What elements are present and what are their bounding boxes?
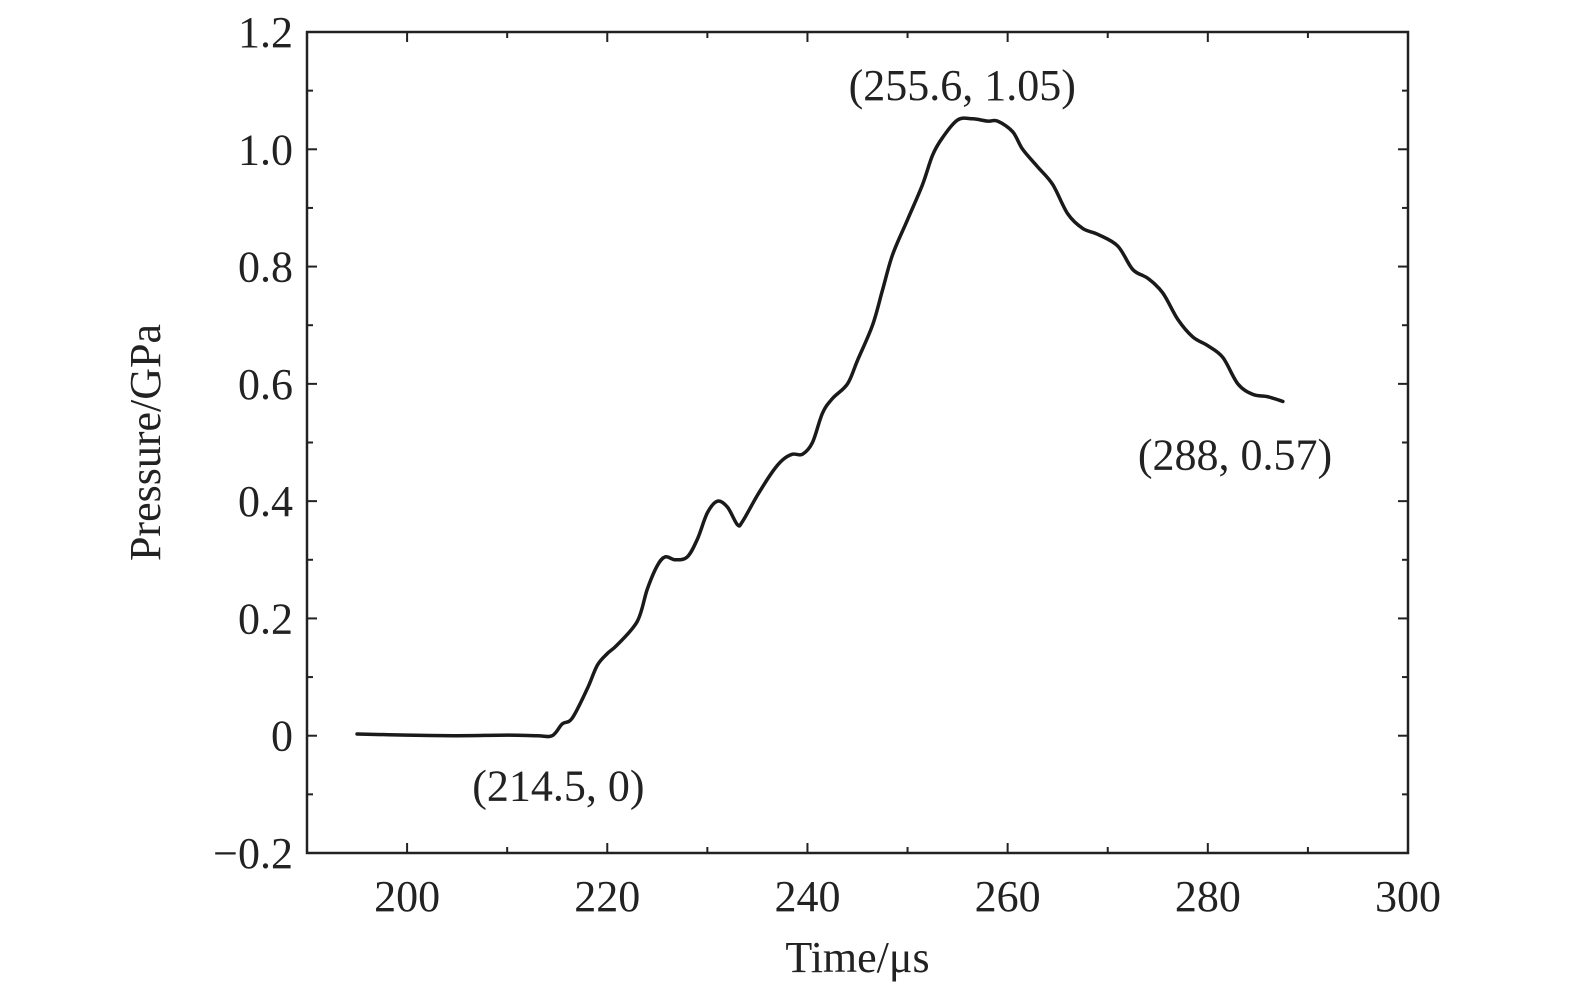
tick-marks [306,31,1409,854]
series-layer [355,116,1285,739]
y-tick-label: 0.8 [238,243,293,292]
x-tick-label: 220 [574,872,640,921]
point-annotation: (214.5, 0) [472,762,644,811]
y-tick-label: 0.6 [238,360,293,409]
y-tick-label: 1.2 [238,8,293,57]
y-tick-label: 0.4 [238,477,293,526]
tick-labels: 200 220 240 260 280 300 −0.2 0 0.2 0.4 0.6 0.8 1.0 1.… [213,8,1441,921]
x-tick-label: 200 [374,872,440,921]
y-tick-label: 0 [271,712,293,761]
annotations: (255.6, 1.05) (214.5, 0) (288, 0.57) [472,61,1332,811]
x-axis-title: Time/μs [785,933,929,982]
x-tick-label: 300 [1375,872,1441,921]
point-annotation: (288, 0.57) [1138,430,1332,479]
x-tick-label: 240 [774,872,840,921]
pressure-series-line [355,116,1285,739]
x-tick-label: 260 [975,872,1041,921]
point-annotation: (255.6, 1.05) [849,61,1076,110]
y-tick-label: −0.2 [213,829,293,878]
y-axis-title: Pressure/GPa [121,324,170,561]
x-tick-label: 280 [1175,872,1241,921]
y-tick-label: 1.0 [238,125,293,174]
y-tick-label: 0.2 [238,594,293,643]
